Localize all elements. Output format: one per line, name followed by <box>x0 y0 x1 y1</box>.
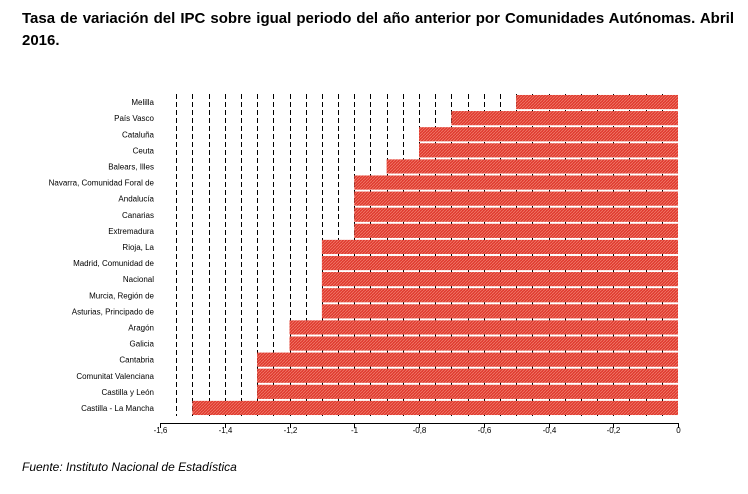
category-label: Castilla y León <box>102 388 154 397</box>
gridlines <box>176 94 663 416</box>
bar-15 <box>289 336 678 351</box>
bar-0 <box>516 94 678 110</box>
x-tick-label: -0,2 <box>607 426 621 435</box>
x-tick-label: -1,4 <box>219 426 233 435</box>
category-label: Andalucía <box>118 195 154 204</box>
bar-14 <box>289 320 678 335</box>
category-label: Navarra, Comunidad Foral de <box>49 179 155 188</box>
bar-17 <box>257 368 678 383</box>
category-label: Melilla <box>131 98 154 107</box>
bar-9 <box>321 239 678 255</box>
category-label: Galicia <box>130 340 155 349</box>
bar-6 <box>354 191 678 206</box>
bar-11 <box>321 272 678 287</box>
category-label: Rioja, La <box>122 243 154 252</box>
category-label: Asturias, Principado de <box>72 307 155 316</box>
x-tick-label: -0,6 <box>478 426 492 435</box>
category-label: Cantabria <box>119 356 154 365</box>
bar-13 <box>321 304 678 319</box>
category-label: Aragón <box>128 323 154 332</box>
category-labels: Melilla País Vasco Cataluña Ceuta Balears, I… <box>49 98 155 413</box>
category-label: Nacional <box>123 275 154 284</box>
category-label: Extremadura <box>108 227 154 236</box>
category-label: Madrid, Comunidad de <box>73 259 154 268</box>
x-tick-label: -0,4 <box>543 426 557 435</box>
category-label: Comunitat Valenciana <box>76 372 154 381</box>
category-label: Cataluña <box>122 130 155 139</box>
x-tick-label: -1,6 <box>154 426 168 435</box>
bar-5 <box>354 175 678 190</box>
chart-title: Tasa de variación del IPC sobre igual pe… <box>22 10 734 49</box>
category-label: País Vasco <box>114 114 154 123</box>
bar-18 <box>257 384 678 399</box>
bar-12 <box>321 288 678 303</box>
bar-2 <box>419 127 678 142</box>
bar-4 <box>386 159 678 174</box>
bar-1 <box>451 111 678 126</box>
category-label: Murcia, Región de <box>89 291 154 300</box>
category-label: Castilla - La Mancha <box>81 404 154 413</box>
x-tick-label: 0 <box>676 426 681 435</box>
x-tick-label: -0,8 <box>413 426 427 435</box>
x-tick-label: -1 <box>351 426 359 435</box>
category-label: Balears, Illes <box>108 162 154 171</box>
bar-19 <box>192 400 678 416</box>
bars <box>192 94 678 416</box>
bar-3 <box>419 143 678 158</box>
axes <box>160 423 679 428</box>
bar-7 <box>354 207 678 222</box>
category-label: Canarias <box>122 211 154 220</box>
tick-labels: -1,6 -1,4 -1,2 -1 -0,8 -0,6 -0,4 -0,2 0 <box>154 426 682 435</box>
bar-16 <box>257 352 678 367</box>
category-label: Ceuta <box>133 146 155 155</box>
bar-8 <box>354 223 678 238</box>
bar-10 <box>321 255 678 271</box>
source-note: Fuente: Instituto Nacional de Estadístic… <box>22 460 237 474</box>
x-tick-label: -1,2 <box>284 426 298 435</box>
